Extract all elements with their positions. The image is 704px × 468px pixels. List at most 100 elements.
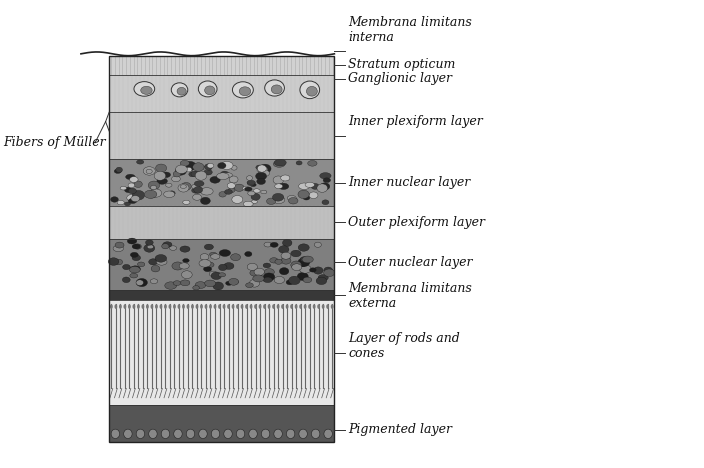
- Ellipse shape: [180, 185, 187, 189]
- Text: Outer nuclear layer: Outer nuclear layer: [348, 256, 473, 269]
- Text: Layer of rods and
cones: Layer of rods and cones: [348, 332, 460, 360]
- Ellipse shape: [229, 278, 239, 285]
- Ellipse shape: [302, 256, 313, 263]
- Ellipse shape: [251, 200, 258, 204]
- Ellipse shape: [130, 252, 138, 257]
- Ellipse shape: [125, 187, 132, 192]
- Ellipse shape: [271, 85, 282, 94]
- Text: Inner plexiform layer: Inner plexiform layer: [348, 115, 483, 128]
- Ellipse shape: [160, 175, 168, 179]
- Text: Membrana limitans
externa: Membrana limitans externa: [348, 282, 472, 310]
- Ellipse shape: [184, 161, 196, 171]
- Ellipse shape: [161, 429, 170, 439]
- Ellipse shape: [195, 171, 207, 180]
- Ellipse shape: [298, 183, 310, 190]
- Ellipse shape: [279, 268, 289, 275]
- Ellipse shape: [211, 272, 222, 279]
- Ellipse shape: [258, 165, 266, 172]
- Ellipse shape: [115, 259, 122, 265]
- Ellipse shape: [263, 304, 266, 309]
- Ellipse shape: [209, 304, 212, 309]
- Ellipse shape: [282, 254, 291, 260]
- Ellipse shape: [272, 304, 275, 309]
- Ellipse shape: [263, 263, 270, 268]
- Ellipse shape: [125, 202, 130, 206]
- Ellipse shape: [318, 275, 328, 281]
- Ellipse shape: [187, 304, 189, 309]
- Ellipse shape: [202, 200, 208, 204]
- Ellipse shape: [250, 304, 253, 309]
- Ellipse shape: [204, 244, 213, 250]
- Ellipse shape: [157, 178, 168, 184]
- Ellipse shape: [170, 246, 177, 250]
- Ellipse shape: [136, 278, 147, 286]
- Ellipse shape: [246, 283, 253, 288]
- Ellipse shape: [324, 429, 332, 439]
- Bar: [109, 56, 334, 442]
- Ellipse shape: [253, 189, 260, 193]
- Ellipse shape: [331, 304, 334, 309]
- Ellipse shape: [308, 161, 317, 166]
- Ellipse shape: [179, 166, 184, 170]
- Ellipse shape: [303, 304, 306, 309]
- Ellipse shape: [313, 304, 315, 309]
- Ellipse shape: [221, 161, 233, 169]
- Ellipse shape: [236, 304, 239, 309]
- Ellipse shape: [156, 164, 167, 172]
- Ellipse shape: [249, 279, 260, 287]
- Ellipse shape: [108, 258, 119, 265]
- Ellipse shape: [231, 166, 237, 170]
- Ellipse shape: [178, 183, 189, 192]
- Ellipse shape: [146, 240, 153, 245]
- Ellipse shape: [320, 173, 331, 179]
- Ellipse shape: [249, 429, 257, 439]
- Ellipse shape: [275, 159, 287, 166]
- Ellipse shape: [261, 429, 270, 439]
- Ellipse shape: [149, 181, 160, 190]
- Text: Ganglionic layer: Ganglionic layer: [348, 72, 453, 85]
- Ellipse shape: [172, 262, 184, 270]
- Ellipse shape: [182, 259, 189, 263]
- Ellipse shape: [141, 86, 152, 95]
- Ellipse shape: [323, 178, 331, 183]
- Ellipse shape: [199, 260, 211, 267]
- Ellipse shape: [224, 173, 232, 177]
- Ellipse shape: [210, 252, 217, 256]
- Ellipse shape: [241, 304, 244, 309]
- Ellipse shape: [134, 81, 155, 96]
- Ellipse shape: [219, 191, 226, 197]
- Ellipse shape: [287, 429, 295, 439]
- Ellipse shape: [182, 304, 185, 309]
- Ellipse shape: [165, 282, 177, 289]
- Ellipse shape: [174, 429, 182, 439]
- Ellipse shape: [205, 304, 208, 309]
- Text: Stratum opticum: Stratum opticum: [348, 58, 456, 71]
- Ellipse shape: [320, 183, 329, 190]
- Ellipse shape: [161, 172, 170, 177]
- Ellipse shape: [160, 304, 163, 309]
- Ellipse shape: [287, 196, 296, 201]
- Ellipse shape: [181, 183, 191, 190]
- Ellipse shape: [322, 200, 329, 205]
- Ellipse shape: [295, 304, 298, 309]
- Ellipse shape: [150, 189, 162, 197]
- Ellipse shape: [187, 429, 195, 439]
- Ellipse shape: [248, 191, 255, 196]
- Bar: [109, 290, 334, 300]
- Ellipse shape: [201, 197, 210, 205]
- Ellipse shape: [275, 259, 282, 264]
- Ellipse shape: [207, 163, 214, 168]
- Ellipse shape: [273, 161, 285, 167]
- Ellipse shape: [137, 304, 140, 309]
- Ellipse shape: [278, 183, 289, 190]
- Ellipse shape: [258, 166, 268, 174]
- Bar: [109, 56, 334, 75]
- Ellipse shape: [131, 196, 139, 202]
- Ellipse shape: [305, 183, 315, 187]
- Ellipse shape: [203, 267, 212, 271]
- Ellipse shape: [313, 267, 323, 274]
- Ellipse shape: [258, 167, 265, 171]
- Ellipse shape: [300, 257, 308, 262]
- Ellipse shape: [110, 304, 113, 309]
- Ellipse shape: [127, 195, 136, 201]
